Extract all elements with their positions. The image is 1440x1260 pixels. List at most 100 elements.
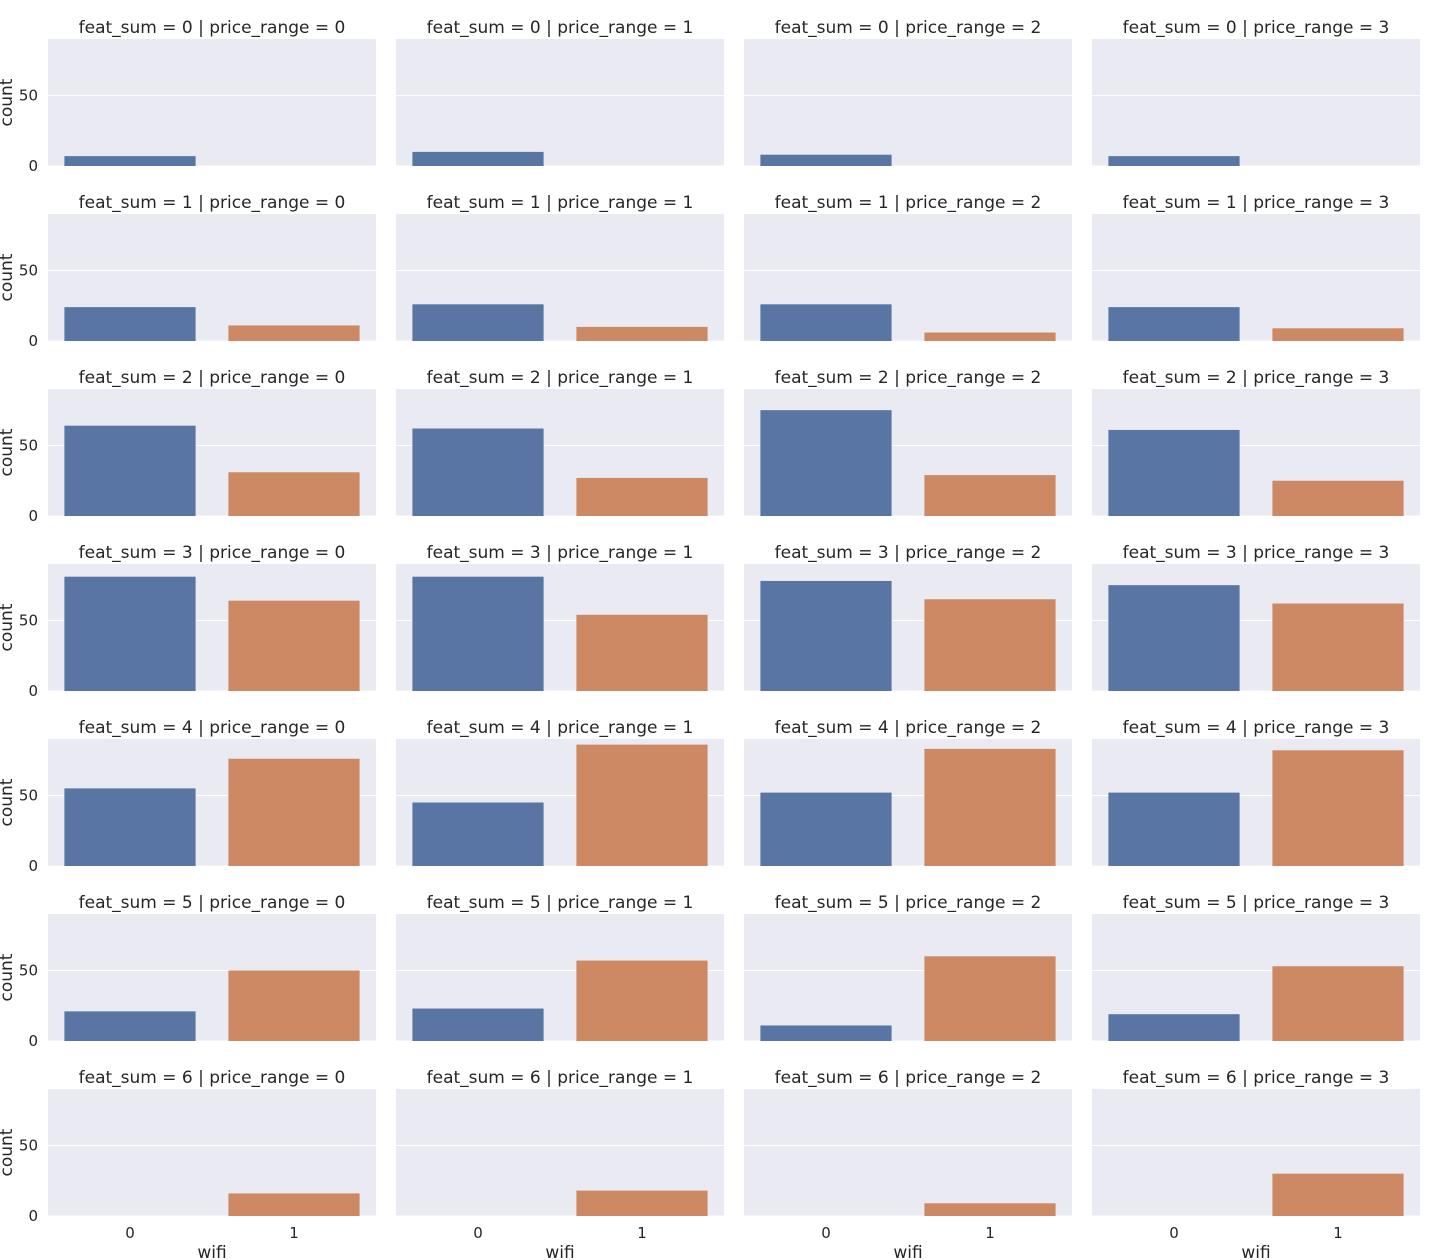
y-axis-label: count [0,953,17,1001]
y-tick-label: 0 [28,682,38,700]
bar-wifi-1 [228,600,360,691]
bar-wifi-0 [760,304,892,341]
bar-wifi-1 [576,614,708,691]
bar-wifi-1 [576,1190,708,1216]
bar-wifi-0 [760,1025,892,1041]
panel-title: feat_sum = 4 | price_range = 1 [427,718,694,738]
x-axis-label: wifi [1241,1243,1270,1260]
facet-panel: feat_sum = 2 | price_range = 1 [396,368,724,517]
bar-wifi-0 [412,428,544,516]
x-tick-label: 1 [1333,1224,1343,1242]
panel-title: feat_sum = 4 | price_range = 3 [1123,718,1390,738]
y-axis-label: count [0,78,17,126]
bar-wifi-1 [1272,1173,1404,1216]
y-tick-label: 50 [19,961,38,979]
bar-wifi-0 [64,1011,196,1041]
panel-title: feat_sum = 6 | price_range = 0 [79,1068,346,1088]
y-axis-label: count [0,253,17,301]
panel-title: feat_sum = 2 | price_range = 3 [1123,368,1390,388]
y-tick-label: 50 [19,436,38,454]
facet-panel: feat_sum = 5 | price_range = 2 [744,893,1072,1042]
facet-panel: feat_sum = 5 | price_range = 1 [396,893,724,1042]
bar-wifi-0 [64,788,196,866]
facet-panel: feat_sum = 1 | price_range = 2 [744,193,1072,342]
bar-wifi-0 [64,425,196,516]
bar-wifi-0 [412,151,544,166]
panel-background [744,39,1072,166]
bar-wifi-0 [412,802,544,866]
x-tick-label: 0 [821,1224,831,1242]
x-axis-label: wifi [545,1243,574,1260]
y-tick-label: 0 [28,857,38,875]
bar-wifi-0 [64,156,196,166]
x-tick-label: 1 [985,1224,995,1242]
facet-panel: feat_sum = 2 | price_range = 3 [1092,368,1420,517]
panel-title: feat_sum = 3 | price_range = 0 [79,543,346,563]
x-tick-label: 0 [1169,1224,1179,1242]
panel-title: feat_sum = 2 | price_range = 2 [775,368,1042,388]
panel-title: feat_sum = 1 | price_range = 2 [775,193,1042,213]
y-tick-label: 0 [28,1032,38,1050]
bar-wifi-0 [64,307,196,341]
facet-panel: feat_sum = 0 | price_range = 1 [396,18,724,167]
facet-panel: feat_sum = 4 | price_range = 1 [396,718,724,867]
y-axis-label: count [0,603,17,651]
bar-wifi-1 [924,956,1056,1041]
facet-panel: feat_sum = 4 | price_range = 2 [744,718,1072,867]
panel-title: feat_sum = 5 | price_range = 0 [79,893,346,913]
bar-wifi-0 [760,154,892,166]
panel-title: feat_sum = 1 | price_range = 3 [1123,193,1390,213]
bar-wifi-0 [412,1008,544,1041]
facet-panel: feat_sum = 6 | price_range = 2 0 1 wifi [744,1068,1072,1260]
bar-wifi-1 [228,970,360,1041]
bar-wifi-0 [760,410,892,516]
panel-title: feat_sum = 6 | price_range = 1 [427,1068,694,1088]
facet-panel: feat_sum = 2 | price_range = 2 [744,368,1072,517]
x-tick-label: 1 [637,1224,647,1242]
facet-panel: feat_sum = 0 | price_range = 2 [744,18,1072,167]
facet-panel: feat_sum = 4 | price_range = 3 [1092,718,1420,867]
bar-wifi-1 [1272,328,1404,341]
bar-wifi-0 [1108,1014,1240,1041]
y-tick-label: 0 [28,332,38,350]
facet-panel: feat_sum = 3 | price_range = 3 [1092,543,1420,692]
bar-wifi-1 [228,472,360,516]
facet-panel: feat_sum = 6 | price_range = 3 0 1 wifi [1092,1068,1420,1260]
panel-title: feat_sum = 3 | price_range = 2 [775,543,1042,563]
bar-wifi-1 [576,477,708,516]
panel-title: feat_sum = 4 | price_range = 0 [79,718,346,738]
bar-wifi-0 [412,576,544,691]
panel-title: feat_sum = 5 | price_range = 3 [1123,893,1390,913]
bar-wifi-1 [924,748,1056,866]
y-tick-label: 0 [28,157,38,175]
bar-wifi-0 [64,576,196,691]
y-axis-label: count [0,428,17,476]
bar-wifi-0 [1108,307,1240,341]
panel-title: feat_sum = 2 | price_range = 1 [427,368,694,388]
panel-title: feat_sum = 1 | price_range = 1 [427,193,694,213]
bar-wifi-0 [412,304,544,341]
bar-wifi-1 [924,1203,1056,1216]
bar-wifi-1 [576,744,708,866]
y-tick-label: 0 [28,507,38,525]
x-tick-label: 0 [125,1224,135,1242]
panel-background [744,1089,1072,1216]
bar-wifi-1 [576,960,708,1041]
facet-panel: feat_sum = 6 | price_range = 1 0 1 wifi [396,1068,724,1260]
bar-wifi-0 [1108,429,1240,516]
y-tick-label: 50 [19,611,38,629]
panel-title: feat_sum = 4 | price_range = 2 [775,718,1042,738]
facet-panel: feat_sum = 3 | price_range = 2 [744,543,1072,692]
bar-wifi-1 [1272,750,1404,866]
facet-panel: feat_sum = 1 | price_range = 1 [396,193,724,342]
x-axis-label: wifi [893,1243,922,1260]
bar-wifi-0 [1108,156,1240,166]
